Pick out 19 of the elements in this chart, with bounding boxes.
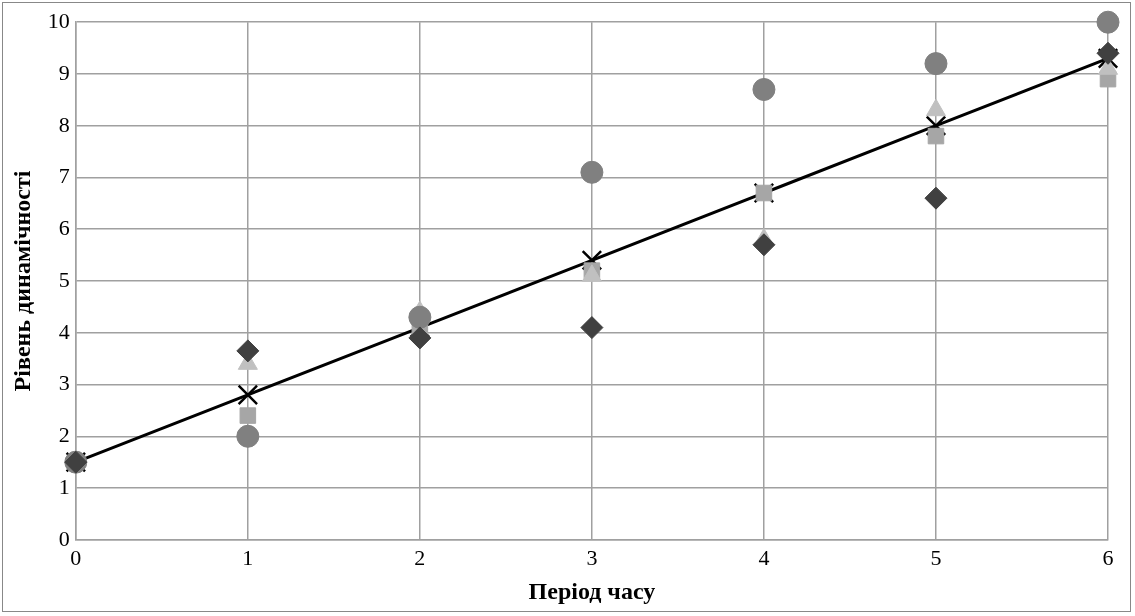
- y-tick-label: 6: [58, 215, 70, 241]
- y-tick-label: 10: [47, 7, 70, 33]
- y-tick-label: 2: [58, 422, 70, 448]
- y-tick-label: 9: [58, 59, 70, 85]
- y-tick-label: 5: [58, 266, 70, 292]
- x-axis-title: Період часу: [528, 577, 656, 604]
- x-tick-label: 5: [930, 544, 942, 570]
- x-tick-label: 1: [242, 544, 254, 570]
- y-tick-label: 0: [58, 525, 70, 551]
- y-tick-label: 1: [58, 473, 70, 499]
- x-tick-label: 4: [758, 544, 770, 570]
- y-tick-label: 8: [58, 111, 70, 137]
- x-tick-label: 3: [586, 544, 598, 570]
- y-tick-label: 4: [58, 318, 70, 344]
- x-tick-label: 2: [414, 544, 426, 570]
- y-tick-label: 3: [58, 370, 70, 396]
- x-tick-label: 6: [1102, 544, 1114, 570]
- y-tick-label: 7: [58, 163, 70, 189]
- y-axis-title: Рівень динамічності: [8, 170, 35, 392]
